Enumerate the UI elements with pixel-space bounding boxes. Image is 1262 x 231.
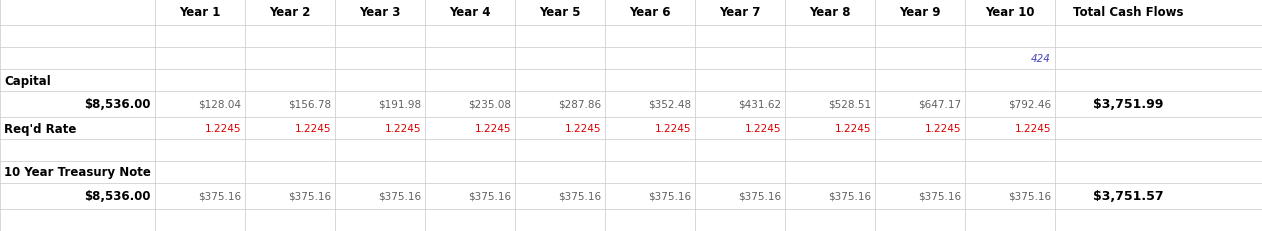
Text: Req'd Rate: Req'd Rate [4,122,77,135]
Text: $375.16: $375.16 [828,191,871,201]
Text: 424: 424 [1031,54,1051,64]
Text: $792.46: $792.46 [1008,100,1051,109]
Text: $431.62: $431.62 [738,100,781,109]
Text: $235.08: $235.08 [468,100,511,109]
Text: $191.98: $191.98 [377,100,422,109]
Text: Year 2: Year 2 [269,6,310,19]
Text: Year 9: Year 9 [900,6,940,19]
Text: 1.2245: 1.2245 [564,123,601,134]
Text: 1.2245: 1.2245 [204,123,241,134]
Text: Year 5: Year 5 [539,6,581,19]
Text: $8,536.00: $8,536.00 [85,98,151,111]
Text: $375.16: $375.16 [647,191,692,201]
Text: 1.2245: 1.2245 [834,123,871,134]
Text: $8,536.00: $8,536.00 [85,190,151,203]
Text: $375.16: $375.16 [468,191,511,201]
Text: $3,751.99: $3,751.99 [1093,98,1164,111]
Text: $375.16: $375.16 [558,191,601,201]
Text: $647.17: $647.17 [917,100,960,109]
Text: $352.48: $352.48 [647,100,692,109]
Text: $375.16: $375.16 [198,191,241,201]
Text: $375.16: $375.16 [738,191,781,201]
Text: 1.2245: 1.2245 [475,123,511,134]
Text: Year 10: Year 10 [986,6,1035,19]
Text: Year 1: Year 1 [179,6,221,19]
Text: Total Cash Flows: Total Cash Flows [1073,6,1184,19]
Text: Year 6: Year 6 [630,6,670,19]
Text: $287.86: $287.86 [558,100,601,109]
Text: 1.2245: 1.2245 [745,123,781,134]
Text: 1.2245: 1.2245 [1015,123,1051,134]
Text: 1.2245: 1.2245 [294,123,331,134]
Text: $375.16: $375.16 [288,191,331,201]
Text: 1.2245: 1.2245 [385,123,422,134]
Text: $528.51: $528.51 [828,100,871,109]
Text: 1.2245: 1.2245 [655,123,692,134]
Text: Capital: Capital [4,74,50,87]
Text: 10 Year Treasury Note: 10 Year Treasury Note [4,166,151,179]
Text: $3,751.57: $3,751.57 [1093,190,1164,203]
Text: Year 4: Year 4 [449,6,491,19]
Text: Year 8: Year 8 [809,6,851,19]
Text: $375.16: $375.16 [377,191,422,201]
Text: $156.78: $156.78 [288,100,331,109]
Text: $375.16: $375.16 [1008,191,1051,201]
Text: $375.16: $375.16 [917,191,960,201]
Text: Year 3: Year 3 [360,6,401,19]
Text: Year 7: Year 7 [719,6,761,19]
Text: $128.04: $128.04 [198,100,241,109]
Text: 1.2245: 1.2245 [925,123,960,134]
